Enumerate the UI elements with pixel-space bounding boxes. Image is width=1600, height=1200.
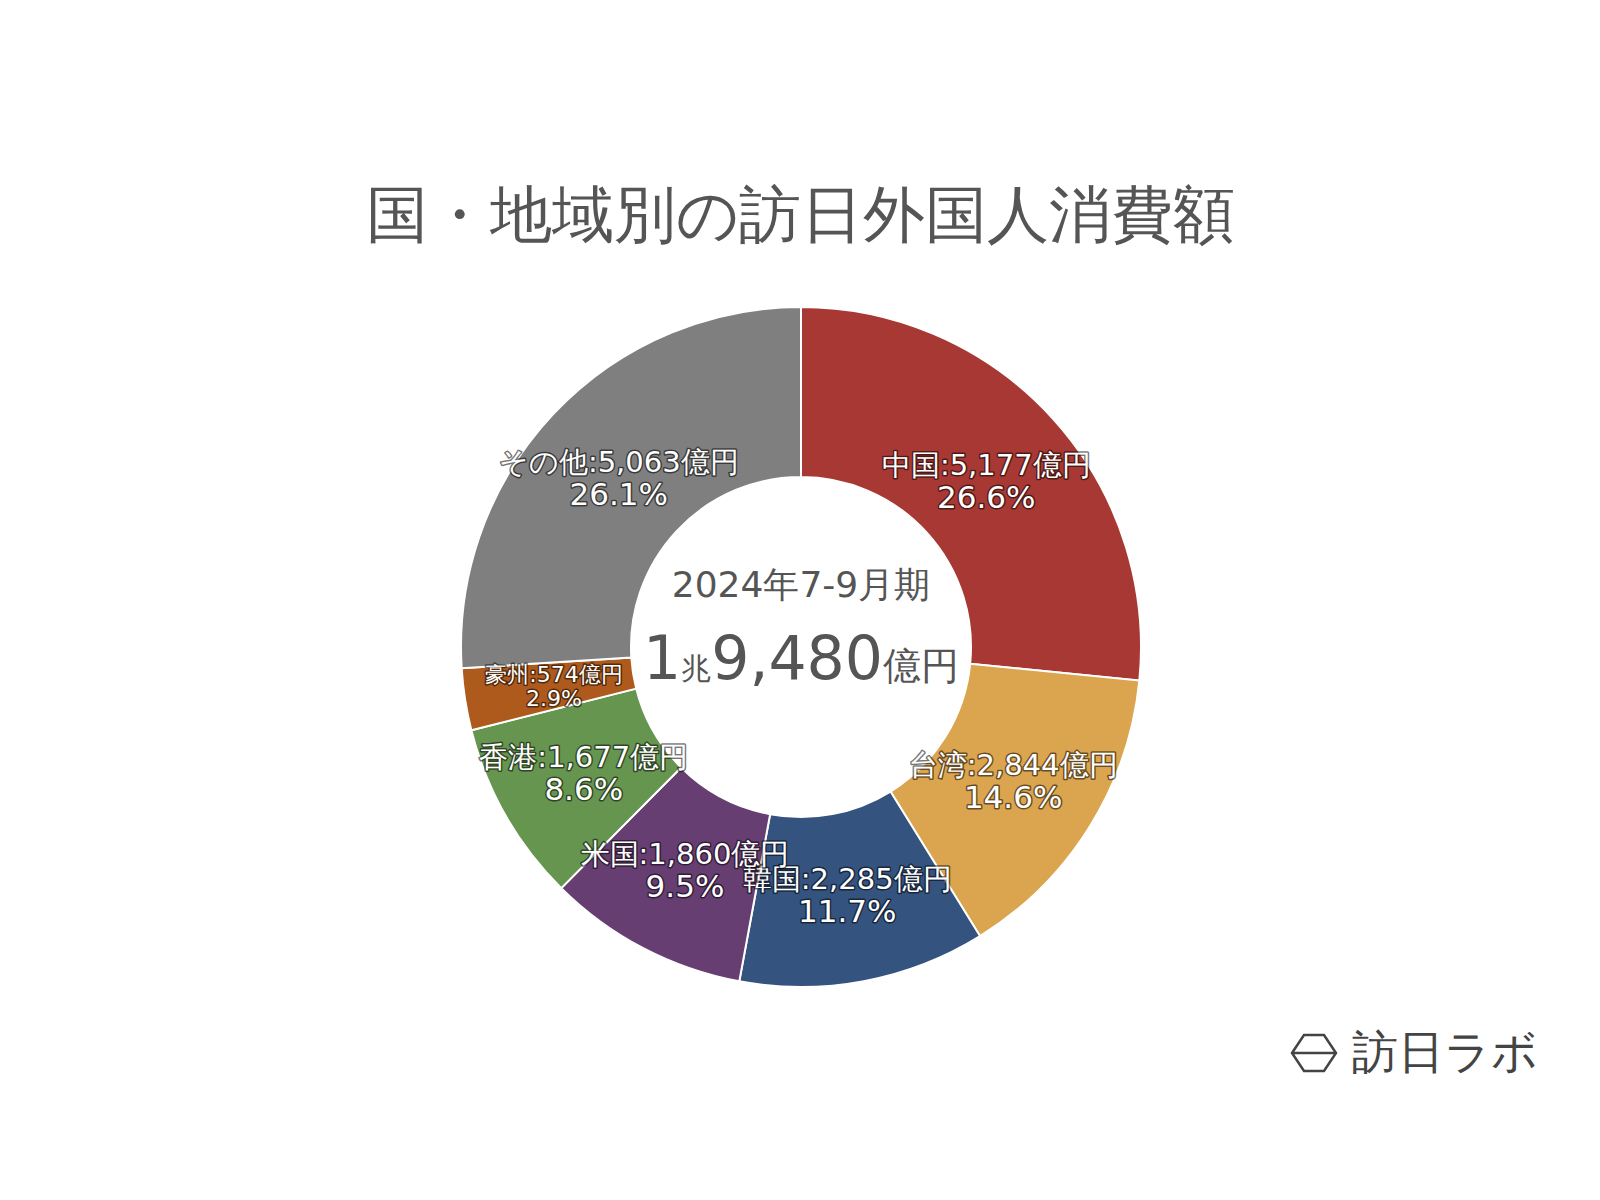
percent-label: 2.9%: [526, 686, 582, 711]
slice: [462, 658, 637, 731]
slice-label: 中国:5,177億円: [882, 448, 1091, 482]
slice-label: 米国:1,860億円: [581, 837, 790, 871]
slice-labels: 中国:5,177億円26.6%台湾:2,844億円14.6%韓国:2,285億円…: [479, 445, 1117, 929]
slice-label: その他:5,063億円: [499, 445, 739, 479]
slices: [461, 307, 1141, 987]
center-period: 2024年7-9月期: [672, 564, 930, 605]
chart: 国・地域別の訪日外国人消費額中国:5,177億円26.6%台湾:2,844億円1…: [0, 0, 1600, 1200]
slice: [461, 307, 801, 668]
slice-label: 豪州:574億円: [485, 662, 622, 687]
percent-label: 8.6%: [544, 771, 623, 807]
percent-label: 11.7%: [798, 893, 896, 929]
percent-label: 14.6%: [964, 779, 1062, 815]
slice: [739, 792, 980, 987]
percent-label: 26.6%: [937, 479, 1035, 515]
percent-label: 26.1%: [570, 476, 668, 512]
center-total: 1兆9,480億円: [643, 623, 959, 693]
slice-label: 香港:1,677億円: [479, 740, 688, 774]
logo-icon: [1292, 1035, 1336, 1071]
title: 国・地域別の訪日外国人消費額: [366, 178, 1235, 251]
source: 訪日ラボ: [1352, 1025, 1538, 1079]
percent-label: 9.5%: [646, 868, 725, 904]
source-logo: 訪日ラボ: [1292, 1025, 1538, 1079]
slice-label: 台湾:2,844億円: [909, 748, 1118, 782]
